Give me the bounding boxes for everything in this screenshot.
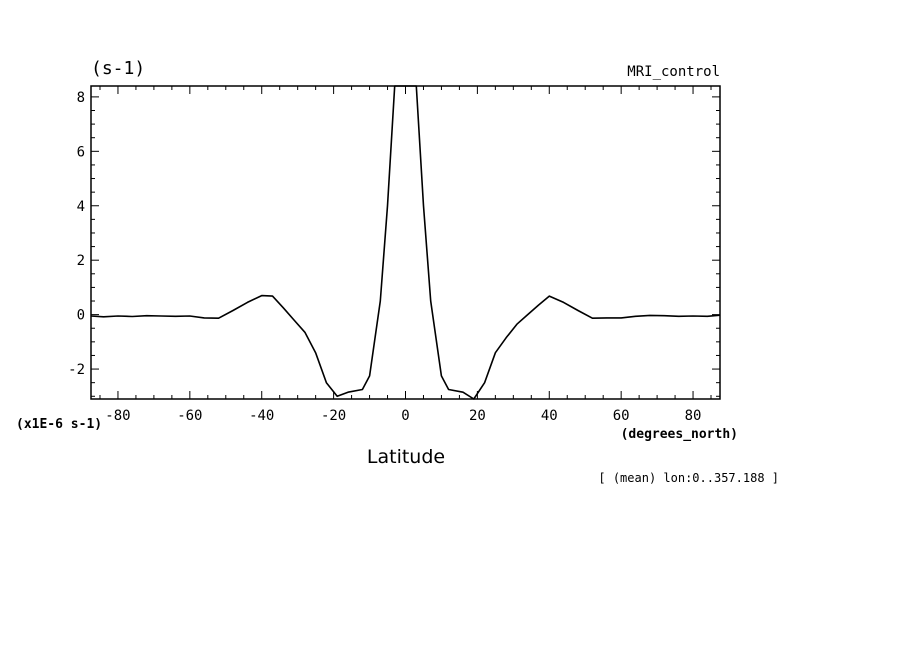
y-tick-label: 4: [77, 199, 85, 215]
y-tick-label: 6: [77, 144, 85, 160]
y-tick-label: 0: [77, 308, 85, 324]
x-tick-label: 40: [541, 408, 558, 424]
y-tick-label: 8: [77, 90, 85, 106]
x-axis-title: Latitude: [367, 446, 445, 468]
x-tick-label: 20: [469, 408, 486, 424]
y-tick-labels: -2 0 2 4 6 8: [68, 90, 85, 378]
model-label: MRI_control: [627, 64, 720, 80]
series-line: [90, 85, 721, 400]
x-tick-labels: -80 -60 -40 -20 0 20 40 60 80: [105, 408, 701, 424]
y-tick-label: 2: [77, 253, 85, 269]
axis-ticks: [91, 86, 720, 399]
x-tick-label: -80: [105, 408, 130, 424]
y-tick-label: -2: [68, 362, 85, 378]
plot-frame: [90, 85, 721, 400]
y-scale-label: (x1E-6 s-1): [16, 417, 102, 432]
x-tick-label: -20: [321, 408, 346, 424]
x-tick-label: 80: [685, 408, 702, 424]
x-tick-label: -40: [249, 408, 274, 424]
unit-label: (s-1): [91, 58, 145, 79]
footnote: [ (mean) lon:0..357.188 ]: [598, 471, 779, 485]
x-tick-label: -60: [177, 408, 202, 424]
x-tick-label: 0: [401, 408, 409, 424]
x-unit-label: (degrees_north): [621, 427, 738, 442]
x-tick-label: 60: [613, 408, 630, 424]
